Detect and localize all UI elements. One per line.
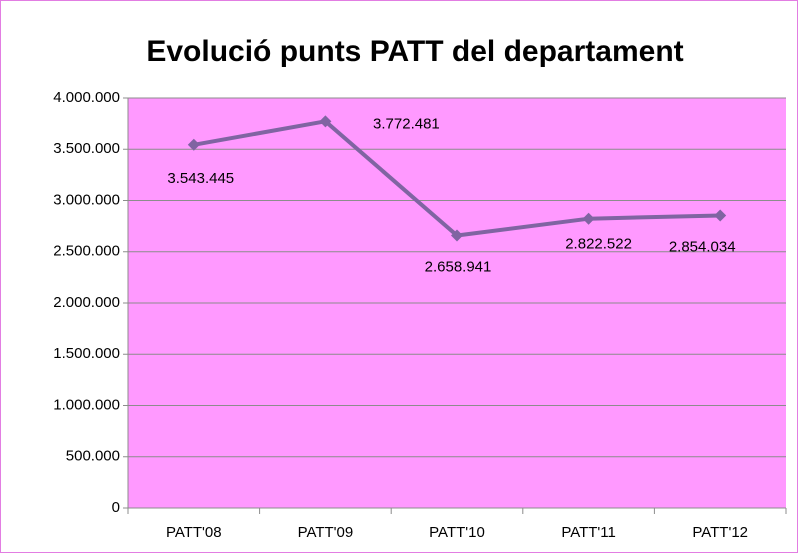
data-label: 2.658.941	[425, 258, 492, 275]
marker	[187, 138, 200, 151]
data-label: 3.772.481	[373, 115, 440, 132]
x-tick-label: PATT'08	[166, 524, 222, 541]
data-label: 2.854.034	[669, 238, 736, 255]
y-tick-label: 3.000.000	[53, 191, 120, 208]
data-label: 2.822.522	[565, 236, 632, 253]
y-tick-label: 1.000.000	[53, 396, 120, 413]
x-tick-label: PATT'12	[692, 524, 748, 541]
x-tick-label: PATT'09	[298, 524, 354, 541]
y-tick-label: 1.500.000	[53, 345, 120, 362]
marker	[319, 115, 332, 128]
x-tick-label: PATT'10	[429, 524, 485, 541]
y-tick-label: 500.000	[66, 448, 120, 465]
x-tick-label: PATT'11	[561, 524, 616, 541]
data-label: 3.543.445	[167, 170, 234, 187]
y-tick-label: 0	[112, 499, 120, 516]
marker	[714, 209, 727, 222]
y-tick-label: 3.500.000	[53, 140, 120, 157]
marker	[582, 212, 595, 225]
chart-title: Evolució punts PATT del departament	[146, 35, 683, 68]
y-tick-label: 4.000.000	[53, 89, 120, 106]
y-tick-label: 2.000.000	[53, 294, 120, 311]
marker	[451, 229, 463, 242]
y-tick-label: 2.500.000	[53, 243, 120, 260]
